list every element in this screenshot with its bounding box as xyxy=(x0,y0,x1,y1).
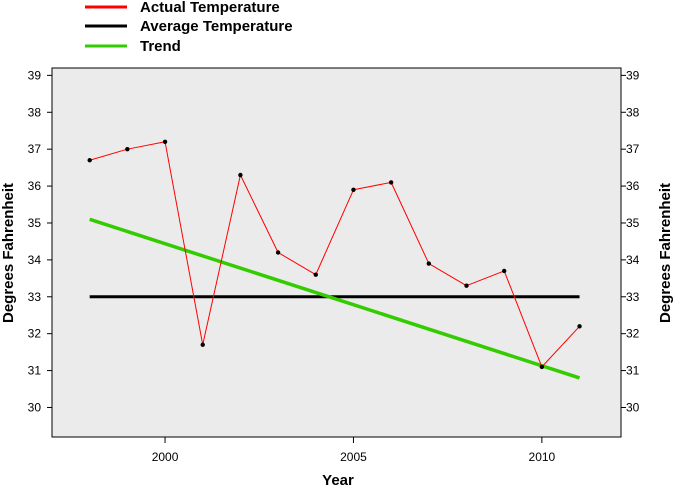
y-tick-label-left: 36 xyxy=(28,179,42,193)
y-tick-label-right: 32 xyxy=(626,327,640,341)
y-axis-right: 30 31 32 33 34 35 36 37 38 39 xyxy=(621,68,640,414)
y-tick-label-right: 39 xyxy=(626,68,640,82)
y-tick-label-left: 32 xyxy=(28,327,42,341)
data-point xyxy=(200,342,205,347)
data-point xyxy=(125,146,130,152)
data-point xyxy=(275,250,281,255)
x-tick-label: 2010 xyxy=(529,450,556,464)
y-tick-label-left: 30 xyxy=(28,400,42,414)
data-point xyxy=(426,261,432,266)
y-tick-label-right: 38 xyxy=(626,105,640,119)
y-axis-title-left: Degrees Fahrenheit xyxy=(0,183,17,323)
legend-label-actual: Actual Temperature xyxy=(140,0,280,16)
data-point xyxy=(388,180,394,185)
y-tick-label-right: 30 xyxy=(626,400,640,414)
x-axis-title: Year xyxy=(322,472,354,486)
y-tick-label-left: 33 xyxy=(28,290,42,304)
legend-label-average: Average Temperature xyxy=(140,18,293,35)
y-tick-label-right: 34 xyxy=(626,253,640,267)
y-tick-label-right: 37 xyxy=(626,142,640,156)
y-tick-label-left: 38 xyxy=(28,105,42,119)
legend-label-trend: Trend xyxy=(140,38,181,55)
x-tick-label: 2000 xyxy=(152,450,179,464)
x-axis: 2000 2005 2010 xyxy=(152,437,556,464)
y-axis-title-right: Degrees Fahrenheit xyxy=(657,183,674,323)
y-axis-left: 30 31 32 33 34 35 36 37 38 39 xyxy=(28,68,52,414)
trend-line xyxy=(89,217,581,380)
data-point xyxy=(238,172,243,178)
y-tick-label-right: 35 xyxy=(626,216,640,230)
y-tick-label-left: 31 xyxy=(28,364,42,378)
y-tick-label-right: 33 xyxy=(626,290,640,304)
plot-area xyxy=(51,67,622,438)
y-tick-label-left: 35 xyxy=(28,216,42,230)
data-point xyxy=(351,187,356,192)
y-tick-label-left: 37 xyxy=(28,142,42,156)
data-point xyxy=(501,268,507,274)
data-point xyxy=(577,324,582,329)
y-tick-label-right: 31 xyxy=(626,364,640,378)
data-point xyxy=(464,283,469,288)
actual-temperature-line xyxy=(89,141,580,368)
data-point xyxy=(539,364,545,370)
y-tick-label-right: 36 xyxy=(626,179,640,193)
data-point xyxy=(313,272,318,277)
data-point xyxy=(162,139,168,144)
y-tick-label-left: 34 xyxy=(28,253,42,267)
legend: Actual Temperature Average Temperature T… xyxy=(85,0,293,55)
series-layer xyxy=(87,139,582,380)
x-tick-label: 2005 xyxy=(340,450,367,464)
y-tick-label-left: 39 xyxy=(28,68,42,82)
data-point xyxy=(87,158,92,163)
